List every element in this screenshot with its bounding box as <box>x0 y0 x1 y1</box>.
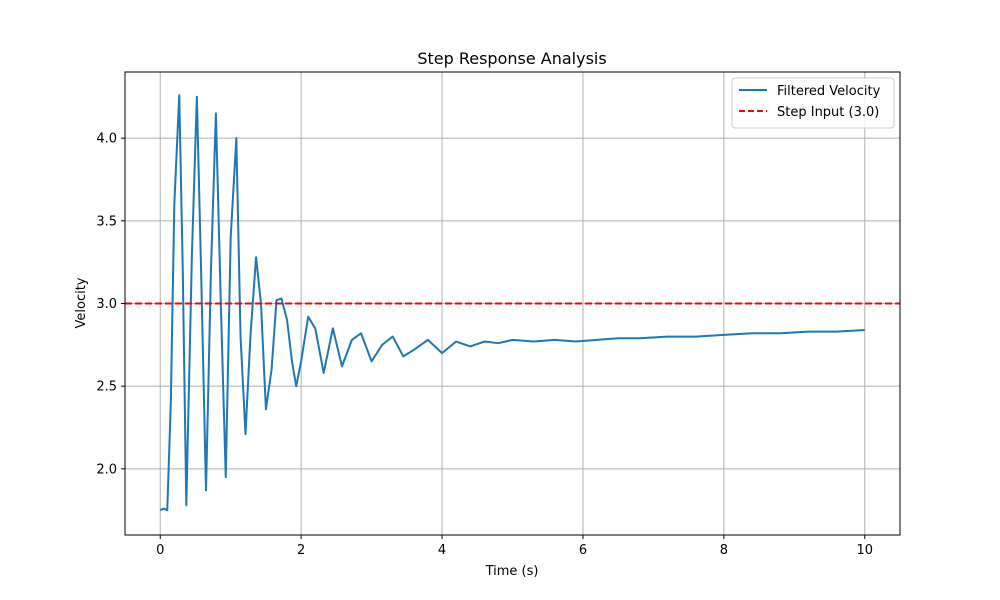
y-tick-label: 2.5 <box>96 380 117 395</box>
legend-box <box>731 77 895 129</box>
y-tick-label: 3.0 <box>96 297 117 312</box>
legend-label-step-input: Step Input (3.0) <box>777 105 879 120</box>
y-axis-label: Velocity <box>74 277 89 328</box>
y-tick-label: 3.5 <box>96 214 117 229</box>
x-axis-label: Time (s) <box>485 564 539 579</box>
y-tick-label: 4.0 <box>96 132 117 147</box>
x-tick-label: 0 <box>156 543 164 558</box>
series-line-filtered-velocity <box>159 94 865 512</box>
chart-title: Step Response Analysis <box>417 49 606 68</box>
x-tick-label: 10 <box>856 543 873 558</box>
grid <box>125 72 900 535</box>
y-tick-label: 2.0 <box>96 462 117 477</box>
x-tick-label: 6 <box>579 543 587 558</box>
legend-label-filtered-velocity: Filtered Velocity <box>777 84 881 99</box>
x-tick-label: 8 <box>720 543 728 558</box>
y-axis-ticks: 2.0 2.5 3.0 3.5 4.0 <box>96 132 125 477</box>
plot-lines <box>125 94 900 512</box>
x-tick-label: 2 <box>297 543 305 558</box>
x-axis-ticks: 0 2 4 6 8 10 <box>156 535 873 558</box>
x-tick-label: 4 <box>438 543 446 558</box>
legend: Filtered Velocity Step Input (3.0) <box>731 77 895 129</box>
